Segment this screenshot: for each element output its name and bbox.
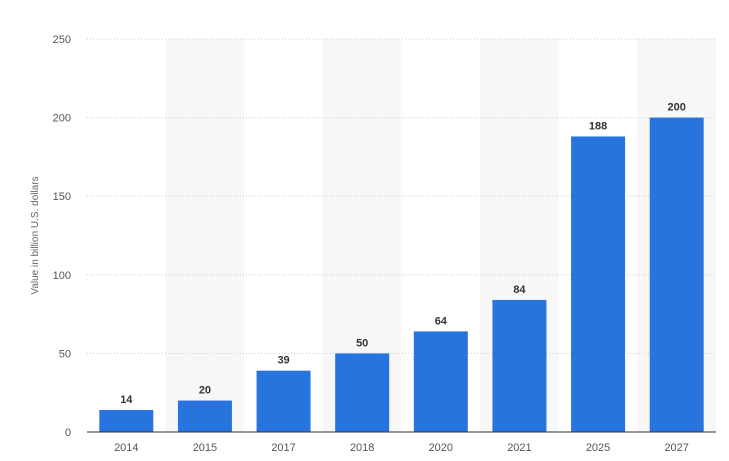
y-tick-label: 150 [53,191,71,203]
bars [99,117,704,433]
bar [177,400,232,432]
y-tick-label: 0 [65,427,71,439]
y-tick-label: 100 [53,270,71,282]
bar [571,136,626,433]
x-tick-label: 2018 [350,442,374,454]
data-label: 39 [277,355,289,367]
x-tick-label: 2027 [664,442,688,454]
data-labels: 14 20 39 50 64 84 188 200 [120,102,686,406]
x-tick-label: 2020 [429,442,453,454]
bar [492,299,547,432]
bar [99,409,154,432]
bar [256,370,311,432]
y-tick-label: 200 [53,113,71,125]
data-label: 50 [356,337,368,349]
y-axis: 0 50 100 150 200 250 [53,34,71,439]
bar [335,353,390,432]
y-tick-label: 250 [53,34,71,46]
x-tick-label: 2021 [507,442,531,454]
x-tick-label: 2014 [114,442,138,454]
data-label: 200 [668,102,686,114]
x-axis: 2014 2015 2017 2018 2020 2021 2025 2027 [114,442,689,454]
data-label: 14 [120,394,133,406]
data-label: 64 [435,315,448,327]
bar [649,117,704,432]
x-tick-label: 2017 [271,442,295,454]
x-tick-label: 2025 [586,442,610,454]
data-label: 20 [199,385,211,397]
column-band [165,39,245,432]
y-tick-label: 50 [59,348,71,360]
y-axis-title: Value in billion U.S. dollars [30,176,41,294]
x-tick-label: 2015 [193,442,217,454]
data-label: 188 [589,120,607,132]
data-label: 84 [513,284,526,296]
bar [413,331,468,432]
